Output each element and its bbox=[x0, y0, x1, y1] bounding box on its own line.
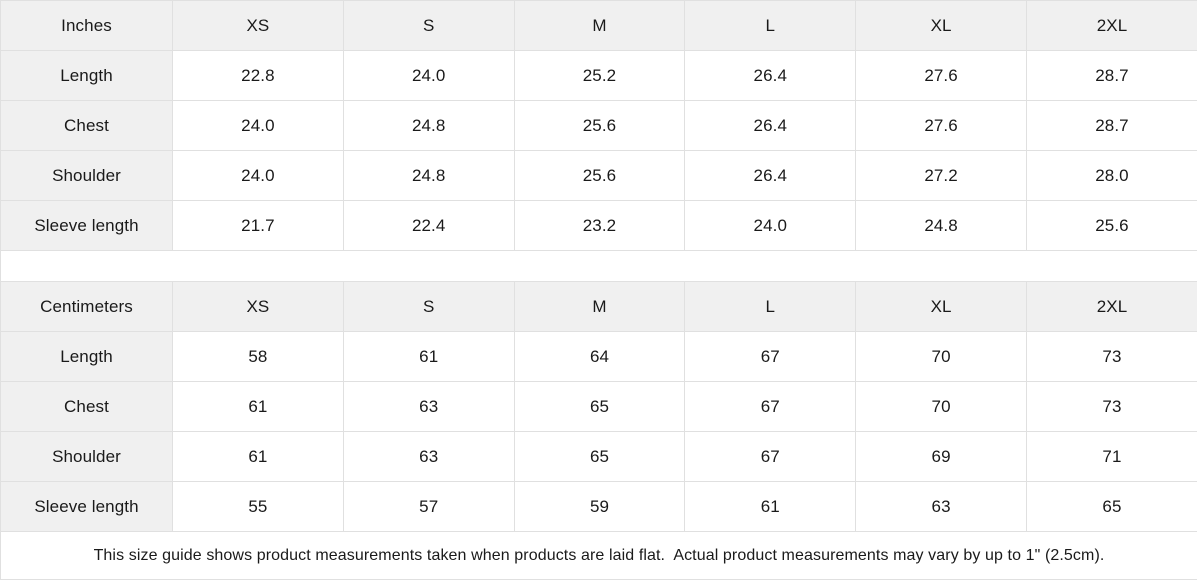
measurement-label: Chest bbox=[0, 381, 173, 432]
measurement-value: 27.6 bbox=[855, 100, 1027, 151]
table-row: Length 58 61 64 67 70 73 bbox=[0, 331, 1197, 382]
measurement-label: Sleeve length bbox=[0, 481, 173, 532]
measurement-value: 73 bbox=[1025, 331, 1197, 382]
measurement-value: 22.4 bbox=[342, 200, 515, 251]
size-column-header: XL bbox=[855, 281, 1027, 332]
measurement-value: 57 bbox=[342, 481, 515, 532]
unit-label: Inches bbox=[0, 0, 173, 51]
section-header-row: Centimeters XS S M L XL 2XL bbox=[0, 281, 1197, 332]
table-row: Shoulder 61 63 65 67 69 71 bbox=[0, 431, 1197, 482]
size-column-header: S bbox=[342, 0, 515, 51]
table-row: Sleeve length 55 57 59 61 63 65 bbox=[0, 481, 1197, 532]
measurement-value: 27.2 bbox=[855, 150, 1027, 201]
measurement-value: 64 bbox=[513, 331, 686, 382]
measurement-value: 63 bbox=[855, 481, 1027, 532]
measurement-label: Chest bbox=[0, 100, 173, 151]
table-row: Chest 24.0 24.8 25.6 26.4 27.6 28.7 bbox=[0, 100, 1197, 151]
measurement-value: 24.0 bbox=[172, 150, 344, 201]
measurement-value: 71 bbox=[1025, 431, 1197, 482]
section-separator bbox=[0, 250, 1197, 282]
measurement-value: 55 bbox=[172, 481, 344, 532]
section-header-row: Inches XS S M L XL 2XL bbox=[0, 0, 1197, 51]
measurement-value: 59 bbox=[513, 481, 686, 532]
measurement-value: 24.8 bbox=[342, 100, 515, 151]
measurement-value: 28.7 bbox=[1025, 50, 1197, 101]
size-column-header: XL bbox=[855, 0, 1027, 51]
table-row: Shoulder 24.0 24.8 25.6 26.4 27.2 28.0 bbox=[0, 150, 1197, 201]
size-column-header: M bbox=[513, 0, 686, 51]
measurement-label: Length bbox=[0, 50, 173, 101]
size-column-header: 2XL bbox=[1025, 281, 1197, 332]
measurement-value: 26.4 bbox=[684, 150, 857, 201]
measurement-value: 61 bbox=[342, 331, 515, 382]
measurement-value: 24.0 bbox=[172, 100, 344, 151]
table-row: Length 22.8 24.0 25.2 26.4 27.6 28.7 bbox=[0, 50, 1197, 101]
measurement-value: 65 bbox=[1025, 481, 1197, 532]
size-column-header: 2XL bbox=[1025, 0, 1197, 51]
unit-label: Centimeters bbox=[0, 281, 173, 332]
measurement-value: 73 bbox=[1025, 381, 1197, 432]
measurement-value: 24.8 bbox=[855, 200, 1027, 251]
measurement-value: 28.0 bbox=[1025, 150, 1197, 201]
measurement-value: 27.6 bbox=[855, 50, 1027, 101]
size-column-header: L bbox=[684, 281, 857, 332]
measurement-value: 63 bbox=[342, 381, 515, 432]
measurement-value: 61 bbox=[684, 481, 857, 532]
measurement-value: 26.4 bbox=[684, 100, 857, 151]
measurement-label: Shoulder bbox=[0, 150, 173, 201]
measurement-value: 61 bbox=[172, 381, 344, 432]
measurement-value: 21.7 bbox=[172, 200, 344, 251]
measurement-value: 63 bbox=[342, 431, 515, 482]
size-column-header: XS bbox=[172, 0, 344, 51]
measurement-label: Length bbox=[0, 331, 173, 382]
measurement-value: 58 bbox=[172, 331, 344, 382]
measurement-value: 24.0 bbox=[684, 200, 857, 251]
size-column-header: XS bbox=[172, 281, 344, 332]
table-row: Sleeve length 21.7 22.4 23.2 24.0 24.8 25.6 bbox=[0, 200, 1197, 251]
measurement-value: 28.7 bbox=[1025, 100, 1197, 151]
measurement-label: Sleeve length bbox=[0, 200, 173, 251]
measurement-value: 25.6 bbox=[1025, 200, 1197, 251]
footnote-row: This size guide shows product measuremen… bbox=[0, 531, 1197, 580]
measurement-value: 65 bbox=[513, 431, 686, 482]
size-column-header: L bbox=[684, 0, 857, 51]
measurement-value: 70 bbox=[855, 331, 1027, 382]
measurement-value: 67 bbox=[684, 381, 857, 432]
measurement-value: 22.8 bbox=[172, 50, 344, 101]
measurement-value: 26.4 bbox=[684, 50, 857, 101]
measurement-value: 25.2 bbox=[513, 50, 686, 101]
measurement-value: 25.6 bbox=[513, 100, 686, 151]
measurement-value: 24.0 bbox=[342, 50, 515, 101]
measurement-value: 65 bbox=[513, 381, 686, 432]
section-separator-cell bbox=[0, 250, 1197, 282]
measurement-value: 67 bbox=[684, 431, 857, 482]
measurement-label: Shoulder bbox=[0, 431, 173, 482]
measurement-value: 23.2 bbox=[513, 200, 686, 251]
table-row: Chest 61 63 65 67 70 73 bbox=[0, 381, 1197, 432]
footnote-text: This size guide shows product measuremen… bbox=[0, 531, 1197, 580]
size-column-header: M bbox=[513, 281, 686, 332]
measurement-value: 67 bbox=[684, 331, 857, 382]
size-column-header: S bbox=[342, 281, 515, 332]
measurement-value: 61 bbox=[172, 431, 344, 482]
measurement-value: 69 bbox=[855, 431, 1027, 482]
measurement-value: 25.6 bbox=[513, 150, 686, 201]
measurement-value: 24.8 bbox=[342, 150, 515, 201]
measurement-value: 70 bbox=[855, 381, 1027, 432]
